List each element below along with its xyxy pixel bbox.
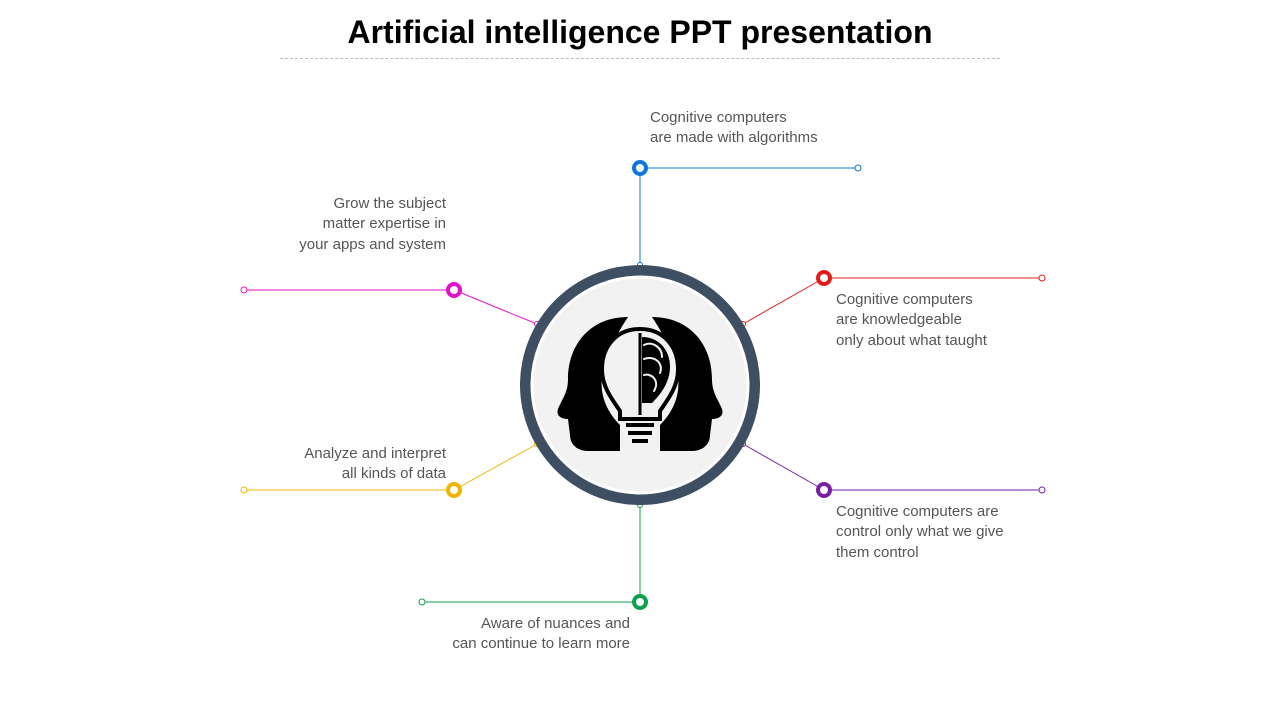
connector-upper-left bbox=[241, 282, 540, 327]
label-upper-right: Cognitive computersare knowledgeableonly… bbox=[836, 290, 1046, 351]
label-upper-left: Grow the subjectmatter expertise inyour … bbox=[256, 194, 446, 255]
label-lower-right: Cognitive computers arecontrol only what… bbox=[836, 502, 1056, 563]
label-bottom: Aware of nuances andcan continue to lear… bbox=[420, 614, 630, 655]
connector-lower-right bbox=[741, 442, 1046, 499]
label-top: Cognitive computersare made with algorit… bbox=[650, 108, 870, 149]
diagram-stage bbox=[0, 0, 1280, 720]
connector-bottom bbox=[419, 503, 648, 611]
label-lower-left: Analyze and interpretall kinds of data bbox=[256, 444, 446, 485]
connector-top bbox=[632, 160, 861, 268]
